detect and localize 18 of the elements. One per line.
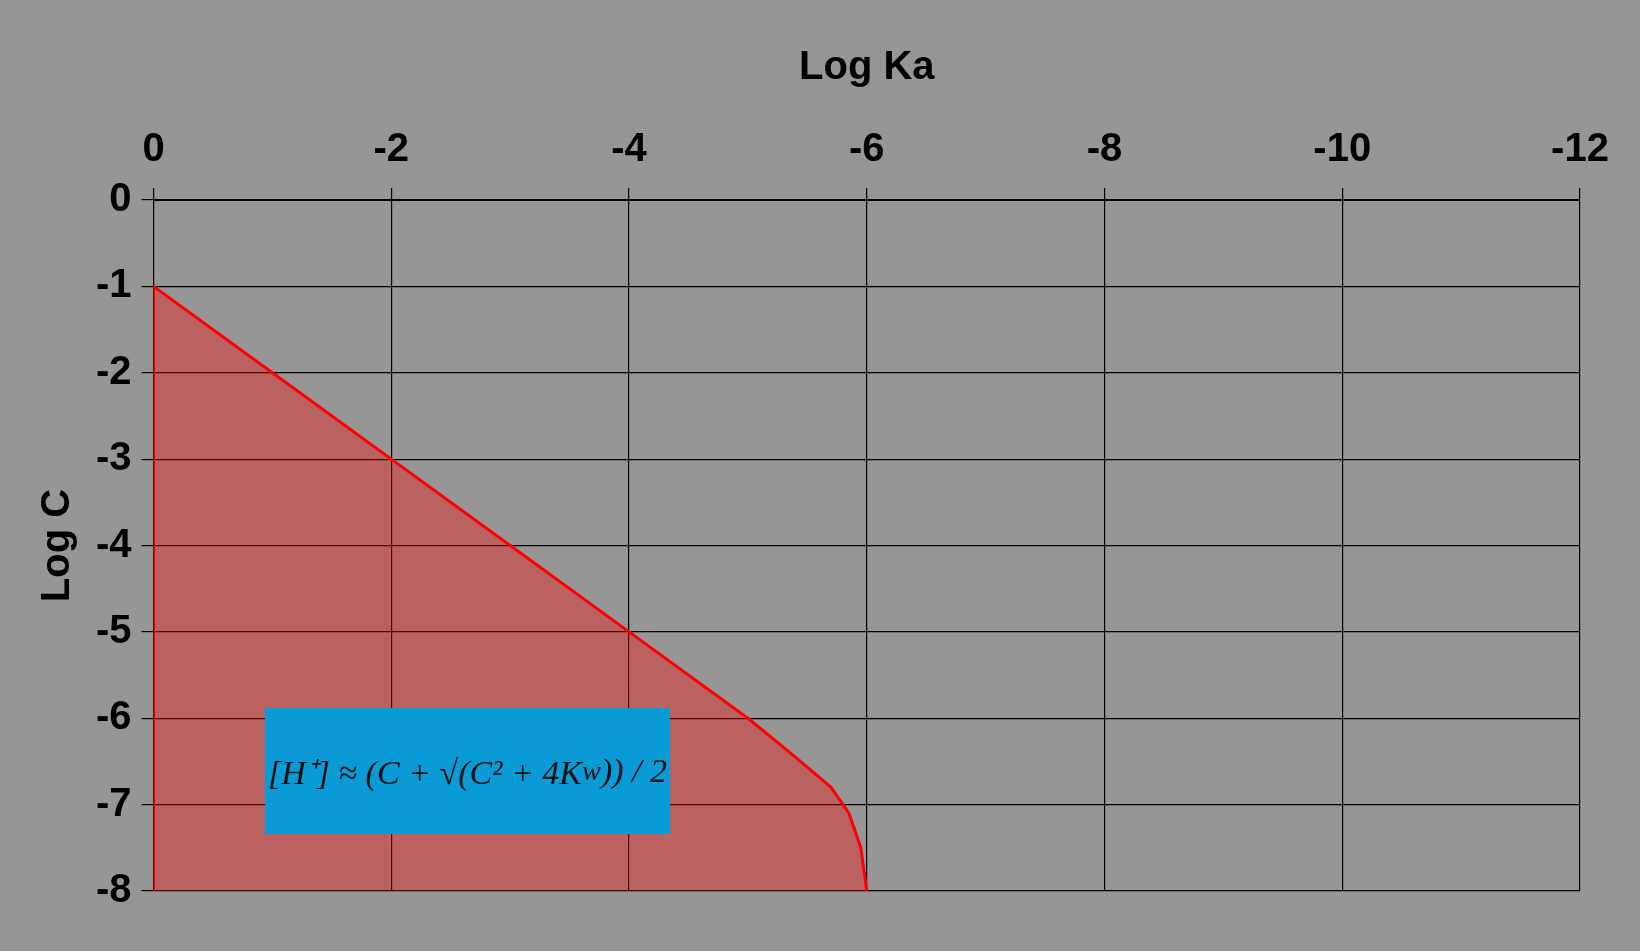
x-tick-label: -12	[1551, 125, 1609, 170]
y-tick-label: -4	[95, 520, 133, 565]
y-tick-label: 0	[109, 175, 132, 220]
x-tick-label: -8	[1086, 125, 1123, 170]
y-axis-title: Log C	[33, 488, 78, 603]
x-tick-label: -2	[373, 125, 410, 170]
y-tick-label: -6	[95, 693, 132, 738]
y-tick-label: -7	[95, 779, 132, 824]
y-tick-label: -2	[95, 347, 132, 392]
x-tick-label: 0	[142, 125, 165, 170]
x-tick-label: -4	[611, 125, 648, 170]
x-axis-title: Log Ka	[799, 43, 936, 88]
y-tick-label: -8	[95, 866, 132, 911]
x-tick-label: -10	[1313, 125, 1372, 170]
y-tick-label: -5	[95, 606, 132, 651]
y-tick-label: -3	[95, 434, 132, 479]
x-tick-label: -6	[848, 125, 885, 170]
y-tick-label: -1	[95, 261, 132, 306]
